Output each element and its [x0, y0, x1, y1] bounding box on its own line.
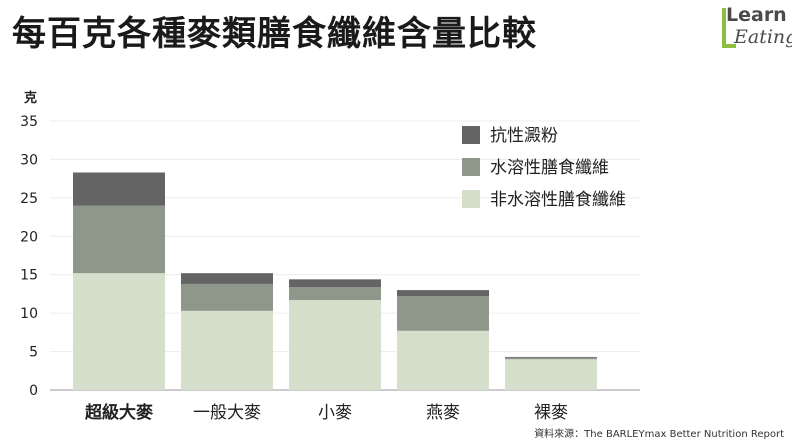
legend-swatch: [462, 158, 480, 176]
x-tick-label: 一般大麥: [193, 403, 261, 423]
chart-title: 每百克各種麥類膳食纖維含量比較: [12, 14, 537, 54]
legend-swatch: [462, 190, 480, 208]
y-tick-label: 20: [20, 229, 38, 245]
logo-bar-foot: [722, 44, 736, 48]
y-tick-label: 0: [29, 383, 38, 399]
bar-segment: [181, 283, 273, 311]
y-tick-label: 10: [20, 306, 38, 322]
legend-label: 水溶性膳食纖維: [490, 158, 609, 178]
bar-segment: [289, 279, 381, 288]
bar-segment: [397, 330, 489, 390]
x-tick-label: 小麥: [318, 403, 352, 423]
bar-segment: [505, 356, 597, 358]
bar-segment: [289, 300, 381, 390]
logo-learn-text: Learn: [726, 4, 787, 26]
bar-segment: [289, 287, 381, 301]
source-note: 資料來源：The BARLEYmax Better Nutrition Repo…: [534, 429, 784, 440]
bar-segment: [505, 359, 597, 390]
y-tick-label: 30: [20, 152, 38, 168]
y-tick-label: 5: [29, 345, 38, 361]
bar-segment: [505, 357, 597, 360]
logo-bar: [722, 8, 726, 48]
bar-segment: [181, 310, 273, 390]
y-tick-label: 25: [20, 191, 38, 207]
x-tick-label: 超級大麥: [85, 402, 154, 423]
y-axis-label: 克: [24, 90, 37, 106]
bar-segment: [181, 273, 273, 284]
legend-swatch: [462, 126, 480, 144]
logo-eating-text: Eating: [734, 26, 792, 48]
bar-segment: [73, 205, 165, 274]
y-tick-label: 15: [20, 268, 38, 284]
bar-segment: [73, 273, 165, 390]
legend-label: 抗性澱粉: [490, 126, 558, 146]
bar-segment: [397, 296, 489, 331]
x-tick-label: 裸麥: [534, 403, 568, 423]
y-tick-label: 35: [20, 114, 38, 130]
x-tick-label: 燕麥: [426, 403, 460, 423]
bar-segment: [397, 290, 489, 297]
learn-eating-logo: Learn Eating: [718, 4, 792, 54]
bar-segment: [73, 172, 165, 206]
legend-label: 非水溶性膳食纖維: [490, 190, 626, 210]
